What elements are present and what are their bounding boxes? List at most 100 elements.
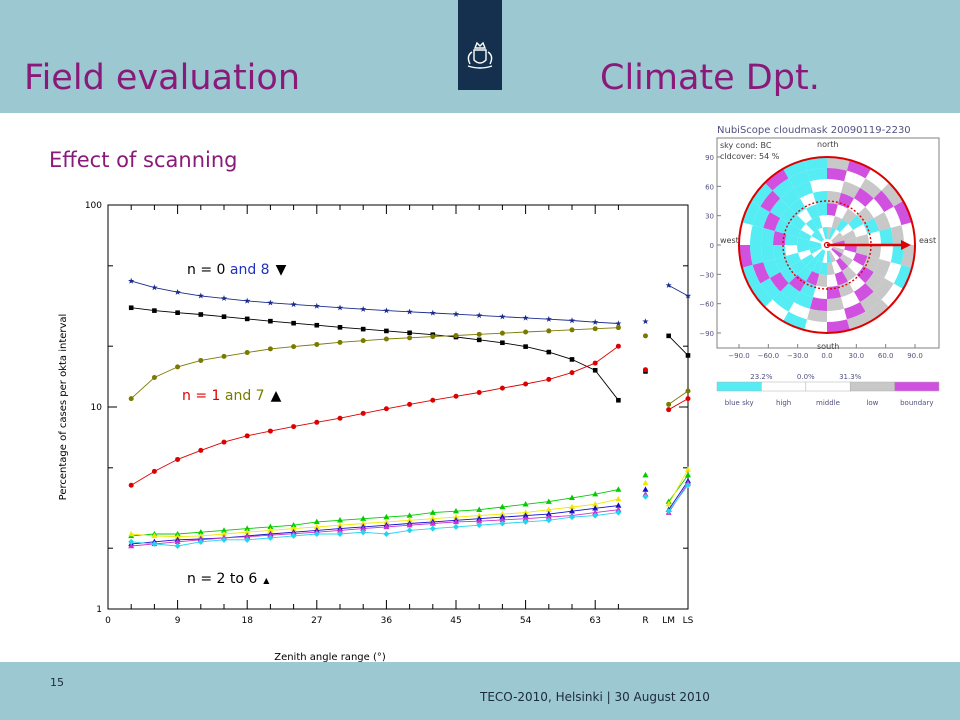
cloud-sector — [788, 198, 806, 216]
data-point — [360, 529, 367, 536]
y-axis-label: Percentage of cases per okta interval — [58, 314, 69, 501]
data-point — [128, 542, 135, 549]
x-tick-label: 27 — [311, 616, 322, 626]
data-point — [337, 517, 343, 523]
nubi-x-tick-label: 0.0 — [821, 352, 832, 360]
data-point — [616, 397, 621, 403]
cloud-sector — [750, 225, 764, 245]
cloud-sector — [831, 232, 843, 242]
cloud-sector — [811, 232, 823, 242]
data-point — [360, 338, 366, 344]
cloud-sector — [834, 270, 848, 286]
data-point — [175, 364, 181, 370]
series — [128, 305, 691, 403]
cloud-cover: cldcover: 54 % — [720, 152, 780, 161]
data-point — [429, 520, 436, 526]
data-point — [244, 297, 251, 304]
cloud-sector — [797, 245, 810, 253]
data-point — [615, 320, 622, 327]
data-point — [476, 337, 482, 343]
data-point — [383, 307, 390, 314]
data-point — [545, 506, 552, 512]
nubi-x-tick-label: 60.0 — [878, 352, 894, 360]
legend-label: blue sky — [725, 399, 754, 407]
series-extra-line — [668, 284, 689, 297]
cloud-sector — [856, 266, 874, 284]
cloud-sector — [814, 249, 824, 261]
series-line — [131, 509, 619, 547]
data-point — [522, 314, 529, 321]
legend-label: high — [776, 399, 791, 407]
nubi-x-tick-label: −30.0 — [787, 352, 808, 360]
x-tick-label: 54 — [520, 616, 532, 626]
data-point — [198, 447, 204, 453]
cloud-sector — [764, 168, 789, 191]
legend-label: boundary — [900, 399, 933, 407]
cloud-sector — [865, 299, 890, 322]
cloud-sector — [844, 237, 857, 245]
logo-box — [458, 0, 502, 90]
series-extra-line — [668, 469, 689, 505]
data-point — [500, 340, 505, 346]
data-point — [244, 528, 251, 535]
data-point — [128, 538, 135, 545]
cloud-sector — [856, 206, 874, 224]
series-line — [130, 327, 619, 399]
zenith-point — [823, 241, 831, 249]
data-point — [569, 507, 575, 514]
cloud-sector — [840, 181, 860, 199]
data-point — [522, 512, 529, 518]
data-point — [569, 370, 575, 376]
cloud-sector — [818, 250, 826, 263]
data-point — [429, 525, 436, 532]
cloud-sector — [750, 245, 764, 265]
data-point — [545, 315, 552, 322]
series — [128, 343, 691, 488]
cloud-sector — [812, 260, 823, 274]
page-number: 15 — [50, 676, 64, 689]
data-point — [666, 401, 672, 407]
data-point — [642, 486, 649, 492]
data-point — [337, 415, 343, 421]
data-point — [383, 523, 390, 530]
cloud-sector — [752, 206, 770, 228]
cloud-sector — [780, 206, 798, 224]
data-point — [290, 301, 297, 308]
data-point — [314, 341, 320, 347]
cloud-sector — [809, 297, 827, 311]
cloud-sector — [797, 266, 812, 282]
data-point — [197, 528, 204, 535]
legend-percent: 0.0% — [797, 373, 815, 381]
data-point — [569, 494, 575, 501]
data-point — [429, 509, 436, 515]
data-point — [545, 510, 552, 517]
x-tick-label: 36 — [381, 616, 393, 626]
cloud-sector — [893, 201, 912, 226]
x-tick-label: LS — [683, 616, 694, 626]
cloud-sector — [860, 291, 882, 312]
nubi-x-tick-label: 30.0 — [849, 352, 865, 360]
cloud-sector — [809, 245, 822, 250]
data-point — [568, 317, 576, 324]
data-point — [592, 509, 599, 515]
cloud-sector — [813, 191, 827, 205]
series-line — [131, 280, 619, 324]
data-point — [685, 471, 691, 478]
cloud-sector — [844, 302, 866, 320]
data-point — [290, 532, 297, 539]
legend-swatch — [894, 381, 940, 392]
data-point — [152, 308, 157, 313]
data-point — [290, 521, 297, 528]
data-point — [569, 357, 575, 362]
data-point — [592, 501, 599, 507]
data-point — [128, 482, 134, 488]
data-point — [291, 424, 297, 430]
nubi-x-tick-label: −90.0 — [728, 352, 749, 360]
data-point — [360, 305, 367, 312]
data-point — [522, 509, 529, 515]
annotation-n0-and-8: n = 0 and 8 ▼ — [187, 262, 287, 278]
data-point — [569, 514, 575, 521]
data-point — [313, 531, 320, 538]
data-point — [522, 518, 529, 525]
data-point — [174, 288, 181, 295]
